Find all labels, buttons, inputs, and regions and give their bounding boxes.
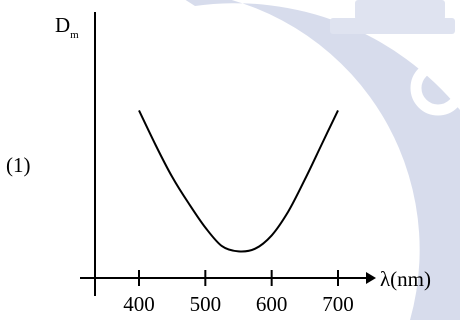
y-axis-label-main: D: [55, 13, 70, 37]
x-tick-label-600: 600: [256, 292, 288, 316]
x-axis-label: λ(nm): [380, 267, 431, 291]
x-ticks: [138, 270, 339, 286]
x-tick-label-400: 400: [123, 292, 155, 316]
watermark-letter-o: [410, 60, 460, 116]
y-axis-label: Dm: [55, 13, 79, 41]
series-line: [138, 109, 339, 253]
y-axis-label-subscript: m: [70, 29, 79, 41]
series-group: [138, 109, 339, 253]
watermark: [185, 0, 460, 320]
x-tick-label-500: 500: [190, 292, 222, 316]
curve-label: (1): [6, 153, 31, 177]
watermark-emblem: [330, 0, 455, 34]
x-tick-labels: 400 500 600 700: [123, 292, 354, 316]
watermark-ring: [185, 0, 460, 320]
x-axis-arrowhead: [366, 272, 376, 284]
x-tick-label-700: 700: [322, 292, 354, 316]
